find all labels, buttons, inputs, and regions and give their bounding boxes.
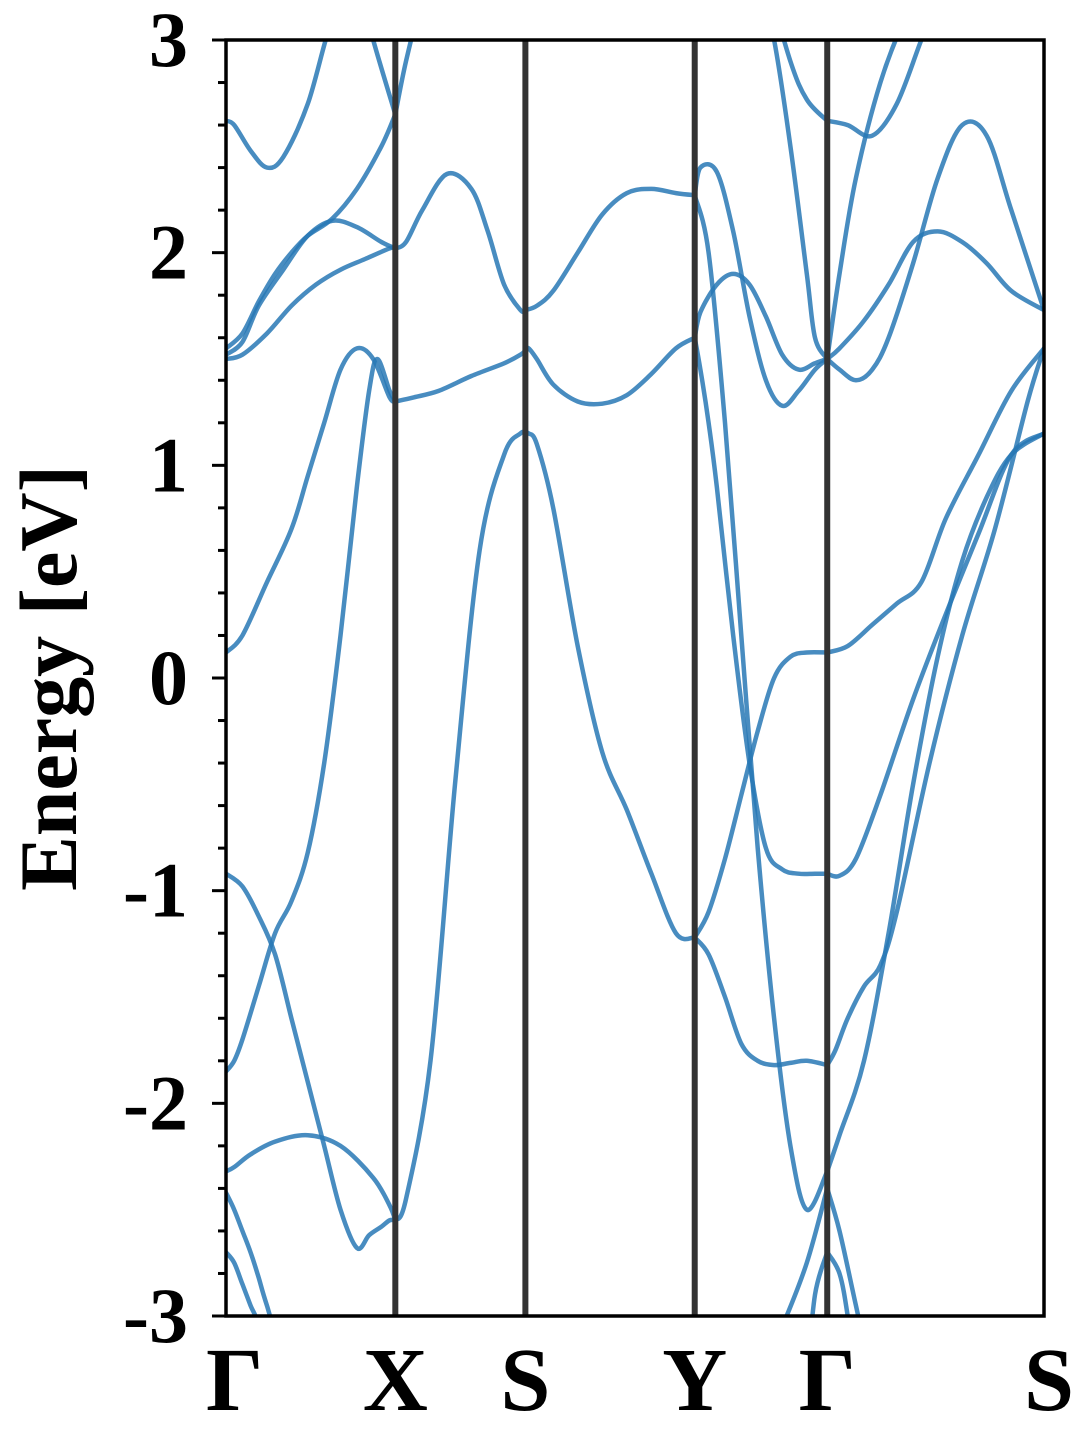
band-line-32	[824, 40, 924, 139]
band-line-16	[226, 40, 398, 171]
y-tick-label-3: 0	[149, 634, 188, 721]
band-line-35	[810, 1249, 830, 1316]
band-line-15	[393, 40, 414, 117]
x-tick-label-4: Γ	[799, 1331, 856, 1430]
band-line-31	[781, 40, 830, 124]
band-line-21	[692, 935, 830, 1068]
band-line-30	[824, 40, 899, 362]
band-line-28	[824, 431, 1044, 1174]
x-tick-label-5: S	[1024, 1331, 1074, 1430]
band-line-11	[393, 170, 528, 315]
band-lines	[226, 40, 1044, 1316]
band-line-18	[824, 431, 1044, 879]
band-line-36	[824, 1249, 850, 1316]
band-line-33	[784, 1186, 830, 1316]
band-line-9	[523, 335, 697, 407]
band-line-23	[692, 271, 830, 373]
band-line-14	[226, 112, 398, 351]
high-symmetry-lines	[392, 40, 831, 1316]
y-tick-label-5: 2	[149, 209, 188, 296]
band-line-1	[393, 429, 528, 1223]
plot-frame	[224, 38, 1046, 1318]
band-line-34	[824, 1186, 861, 1316]
band-line-29	[771, 40, 830, 362]
x-tick-label-3: Y	[662, 1331, 727, 1430]
y-tick-label-4: 1	[149, 421, 188, 508]
y-tick-label-2: -1	[123, 847, 188, 934]
band-line-22	[824, 346, 1044, 1068]
x-tick-label-2: S	[500, 1331, 550, 1430]
band-line-27	[692, 192, 830, 1212]
band-line-6	[226, 871, 398, 1251]
band-line-24	[824, 229, 1044, 362]
band-line-7	[226, 345, 398, 655]
band-line-4	[226, 1249, 258, 1316]
band-line-25	[692, 162, 830, 409]
band-line-0	[226, 1132, 398, 1223]
band-line-2	[523, 430, 697, 942]
band-line-20	[824, 346, 1044, 655]
band-line-3	[226, 1190, 273, 1316]
y-tick-label-0: -3	[123, 1272, 188, 1359]
band-line-26	[824, 119, 1044, 383]
y-tick-label-6: 3	[149, 0, 188, 83]
x-tick-label-1: X	[363, 1331, 428, 1430]
band-line-12	[523, 186, 697, 313]
y-axis-ticks: -3 -2 -1 0 1 2 3	[123, 0, 226, 1359]
x-tick-label-0: Γ	[206, 1331, 263, 1430]
y-axis-label: Energy [eV]	[3, 465, 94, 891]
band-line-17	[692, 335, 830, 877]
band-line-19	[692, 649, 830, 940]
band-line-8	[393, 348, 528, 404]
y-tick-label-1: -2	[123, 1059, 188, 1146]
band-line-13	[226, 245, 398, 362]
